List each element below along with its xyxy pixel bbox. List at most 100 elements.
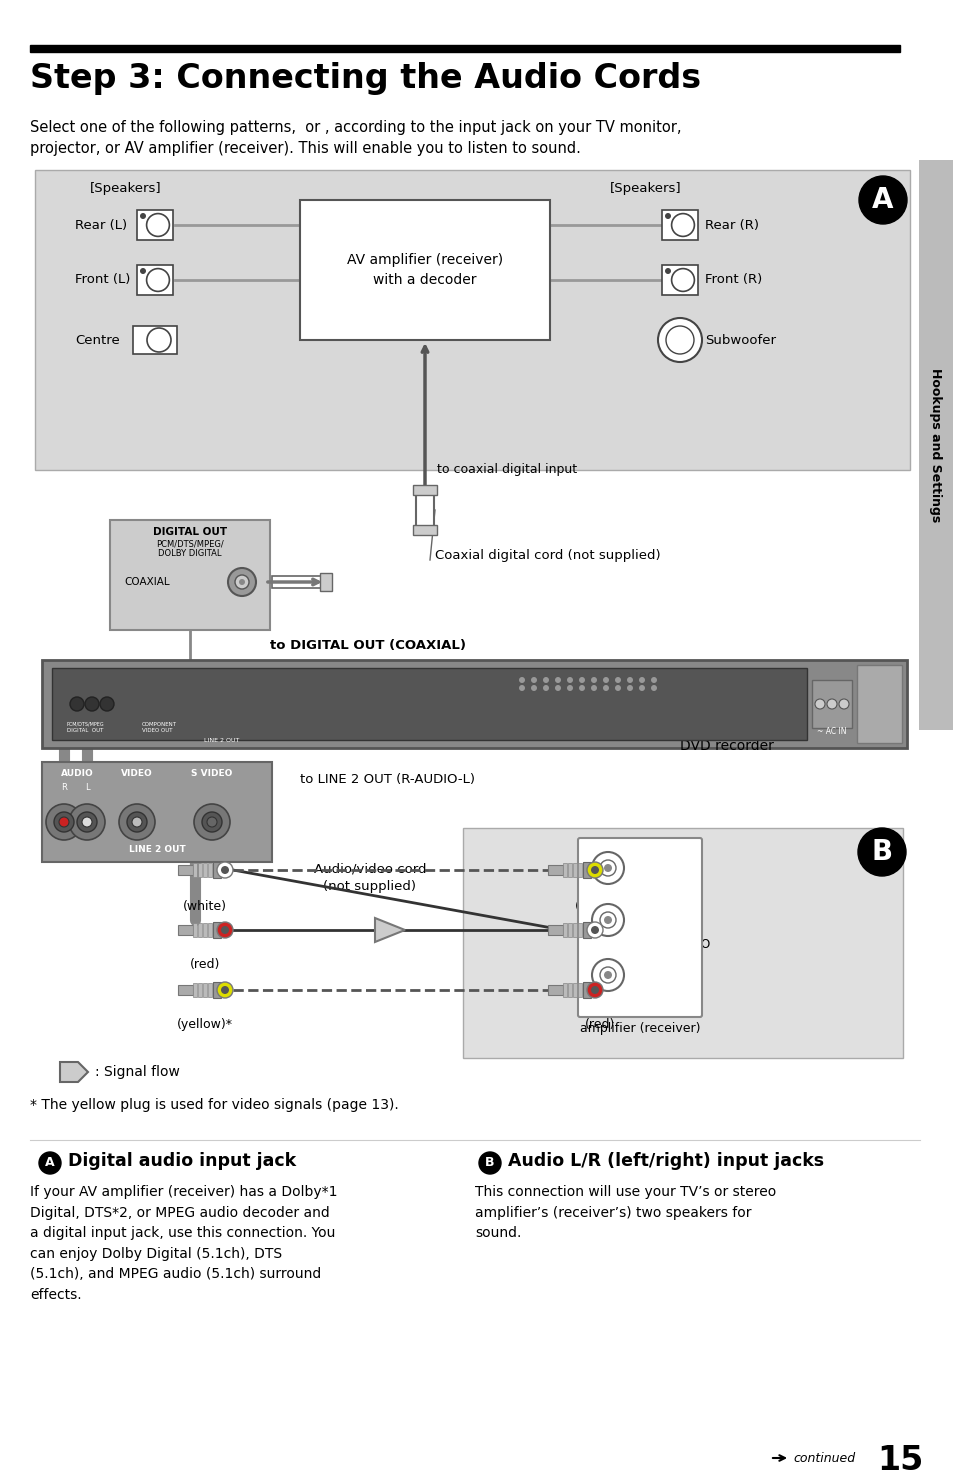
Circle shape [69,804,105,839]
Text: B: B [870,838,892,866]
Bar [42,660,906,747]
Bar [918,160,953,730]
Circle shape [555,685,560,691]
Bar [198,922,202,937]
Circle shape [77,813,97,832]
Circle shape [54,813,74,832]
Text: (white): (white) [578,958,621,971]
Bar [52,667,806,740]
Bar [567,863,572,876]
Text: PCM/DTS/MPEG: PCM/DTS/MPEG [67,721,105,727]
Bar [137,211,172,240]
Text: Hookups and Settings: Hookups and Settings [928,368,942,522]
Bar [42,762,272,862]
Circle shape [542,678,548,684]
Bar [562,922,566,937]
Circle shape [650,685,657,691]
Text: to coaxial digital input: to coaxial digital input [436,464,577,476]
Bar [178,865,193,875]
Bar [578,863,581,876]
Bar [272,575,322,587]
Bar [547,925,562,934]
Text: ~ AC IN: ~ AC IN [817,727,846,736]
Text: Front (L): Front (L) [75,273,131,286]
Bar [193,863,196,876]
Text: LINE 2 OUT: LINE 2 OUT [129,845,185,854]
Text: (yellow)*: (yellow)* [177,1017,233,1031]
Text: TV, projector, or AV
amplifier (receiver): TV, projector, or AV amplifier (receiver… [578,1005,700,1035]
Bar [661,265,698,295]
Bar [213,922,221,939]
Circle shape [586,922,602,939]
Circle shape [592,905,623,936]
Circle shape [566,678,573,684]
Text: A: A [871,185,893,214]
Circle shape [586,982,602,998]
Bar [203,922,207,937]
Text: COAXIAL: COAXIAL [124,577,170,587]
Circle shape [478,1152,500,1175]
Circle shape [650,678,657,684]
Text: AUDIO: AUDIO [672,939,711,952]
Text: to LINE 2 OUT (R-AUDIO-L): to LINE 2 OUT (R-AUDIO-L) [299,774,475,786]
Text: (red): (red) [584,1017,615,1031]
Text: (white): (white) [183,900,227,914]
Bar [856,664,901,743]
Text: * The yellow plug is used for video signals (page 13).: * The yellow plug is used for video sign… [30,1097,398,1112]
Circle shape [193,804,230,839]
Text: If your AV amplifier (receiver) has a Dolby*1
Digital, DTS*2, or MPEG audio deco: If your AV amplifier (receiver) has a Do… [30,1185,337,1302]
Circle shape [615,685,620,691]
Text: Centre: Centre [75,334,120,347]
Text: INPUT: INPUT [618,845,660,859]
Text: DVD recorder: DVD recorder [679,739,773,753]
Bar [30,44,899,52]
Circle shape [216,862,233,878]
Circle shape [85,697,99,710]
Circle shape [555,678,560,684]
Circle shape [518,678,524,684]
Bar [132,326,177,354]
Text: VIDEO: VIDEO [121,770,152,779]
Circle shape [658,317,701,362]
Circle shape [216,922,233,939]
Circle shape [599,860,616,876]
Text: (yellow): (yellow) [575,900,624,914]
Text: DOLBY DIGITAL: DOLBY DIGITAL [158,550,221,559]
Bar [208,922,212,937]
Circle shape [590,925,598,934]
Circle shape [216,982,233,998]
Bar [110,521,270,630]
Circle shape [221,925,229,934]
Circle shape [132,817,142,828]
Circle shape [664,214,670,219]
Circle shape [592,853,623,884]
Text: Digital audio input jack: Digital audio input jack [68,1152,295,1170]
Circle shape [665,326,693,354]
Circle shape [626,685,633,691]
Text: L: L [85,783,90,792]
Circle shape [858,176,906,224]
Circle shape [147,268,170,291]
Bar [562,863,566,876]
Circle shape [140,214,146,219]
Text: (red): (red) [190,958,220,971]
Bar [213,862,221,878]
Text: continued: continued [792,1452,854,1465]
Bar [203,983,207,997]
Text: [Speakers]: [Speakers] [90,182,161,194]
Circle shape [671,214,694,236]
Polygon shape [375,918,405,942]
Text: AUDIO: AUDIO [61,770,93,779]
Circle shape [127,813,147,832]
Circle shape [542,685,548,691]
Bar [567,922,572,937]
Bar [547,985,562,995]
Bar [178,925,193,934]
Text: : Signal flow: : Signal flow [95,1065,180,1080]
Circle shape [140,268,146,274]
Bar [582,862,590,878]
Circle shape [599,912,616,928]
Bar [547,865,562,875]
Circle shape [202,813,222,832]
Bar [208,983,212,997]
